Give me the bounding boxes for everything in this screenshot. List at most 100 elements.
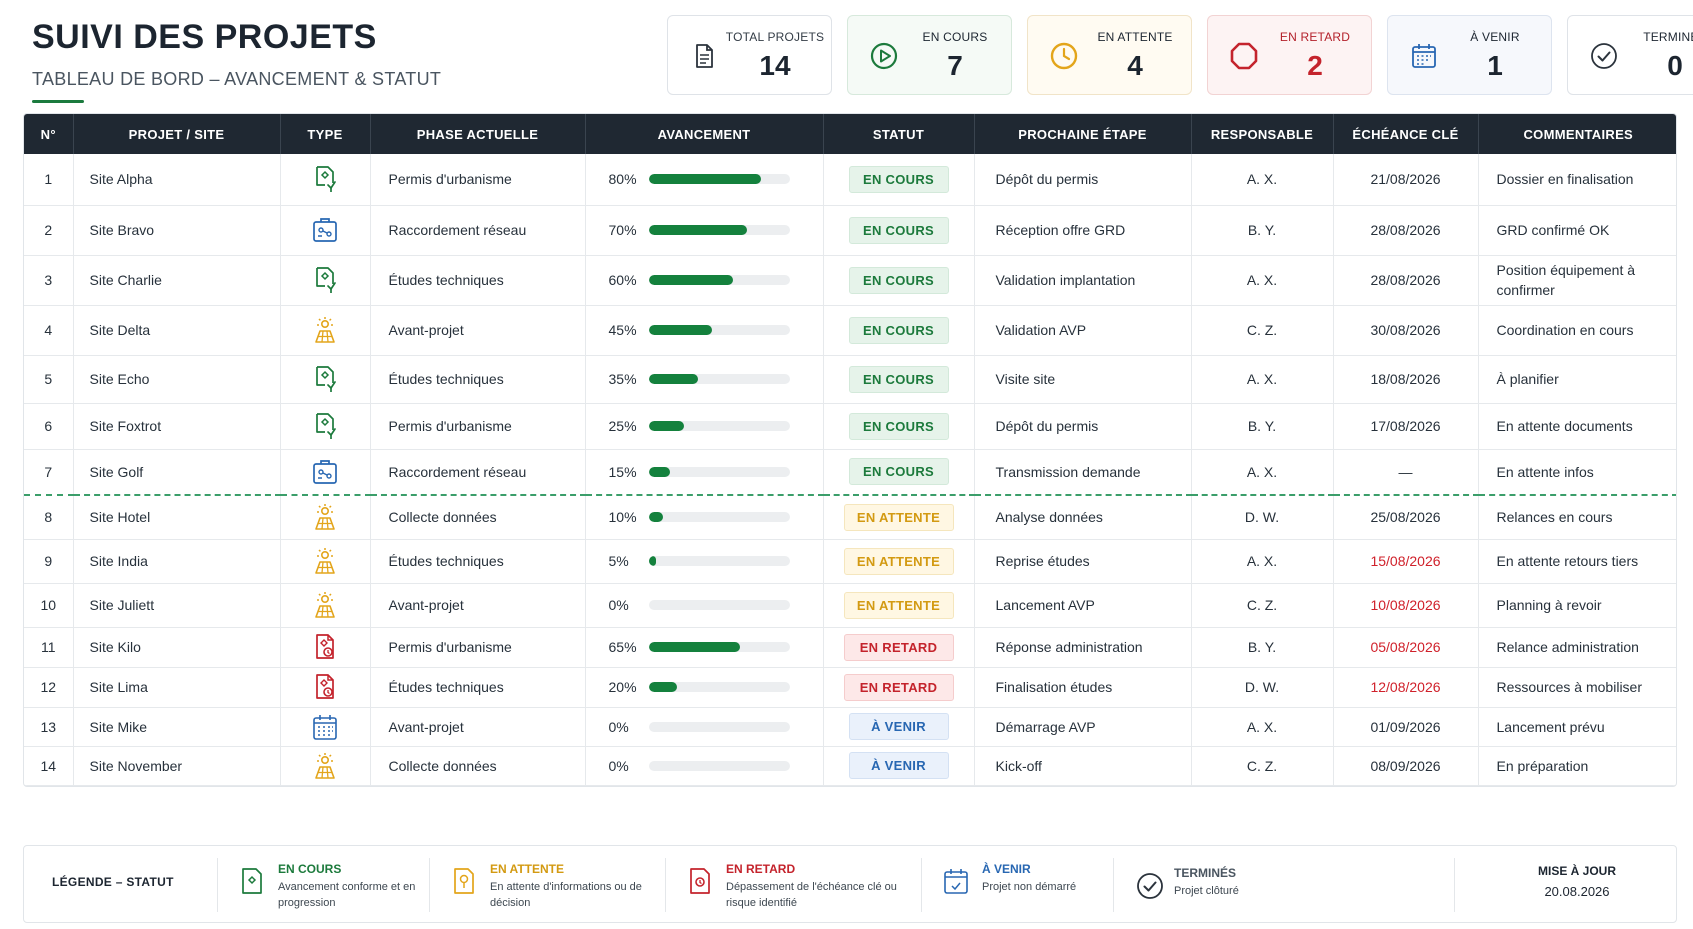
- progress: 5%: [609, 553, 823, 569]
- progress-cell: 20%: [585, 667, 824, 708]
- table-row[interactable]: 7 Site Golf Raccordement réseau 15% EN COURS…: [24, 449, 1676, 496]
- project-name: Site Mike: [73, 707, 281, 747]
- comment: Position équipement à confirmer: [1478, 255, 1676, 306]
- comment: En préparation: [1478, 746, 1676, 786]
- next-step: Analyse données: [974, 495, 1192, 540]
- play-circle-icon: [868, 40, 900, 72]
- legend-divider: [921, 858, 922, 912]
- table-row[interactable]: 14 Site November Collecte données 0% À VENIR…: [24, 746, 1676, 786]
- status-cell: EN ATTENTE: [823, 583, 975, 628]
- progress: 0%: [609, 719, 823, 735]
- progress-cell: 0%: [585, 583, 824, 628]
- kpi-label: EN COURS: [922, 30, 988, 44]
- check-circle-icon: [1134, 870, 1163, 900]
- comment: Dossier en finalisation: [1478, 154, 1676, 206]
- table-row[interactable]: 13 Site Mike Avant-projet 0% À VENIR Démarrag…: [24, 707, 1676, 747]
- progress: 60%: [609, 272, 823, 288]
- progress-percent: 65%: [608, 639, 637, 655]
- status-badge: EN COURS: [848, 365, 949, 393]
- progress-percent: 80%: [608, 171, 637, 188]
- project-name: Site Bravo: [73, 205, 281, 256]
- progress-bar: [648, 600, 790, 610]
- phase: Raccordement réseau: [370, 449, 586, 496]
- progress-percent: 0%: [608, 597, 629, 613]
- row-number: 11: [24, 627, 74, 668]
- progress-fill: [648, 174, 762, 185]
- page-subtitle: TABLEAU DE BORD – AVANCEMENT & STATUT: [32, 69, 442, 89]
- table-row[interactable]: 9 Site India Études techniques 5% EN ATTENTE…: [24, 539, 1676, 584]
- type-cell: [280, 539, 371, 584]
- kpi-row: TOTAL PROJETS 14 EN COURS 7 EN ATTENTE 4 EN RE…: [667, 15, 1693, 95]
- row-number: 3: [24, 255, 74, 306]
- project-name: Site Golf: [73, 449, 281, 496]
- legend-item-desc: Dépassement de l'échéance clé ou risque …: [726, 881, 897, 909]
- status-badge: EN ATTENTE: [843, 591, 954, 619]
- legend-item-desc: Projet non démarré: [982, 881, 1077, 893]
- legend-item-name: EN RETARD: [726, 862, 796, 876]
- progress: 45%: [609, 322, 823, 338]
- progress-cell: 0%: [585, 746, 824, 786]
- kpi-value: 7: [947, 50, 963, 81]
- progress-cell: 35%: [585, 355, 824, 404]
- kpi-value: 14: [759, 50, 791, 81]
- phase: Études techniques: [370, 539, 586, 584]
- status-badge: EN ATTENTE: [843, 503, 954, 531]
- phase: Collecte données: [370, 495, 586, 540]
- progress: 25%: [609, 418, 823, 434]
- type-cell: [280, 355, 371, 404]
- status-cell: À VENIR: [823, 746, 975, 786]
- table-row[interactable]: 1 Site Alpha Permis d'urbanisme 80% EN COURS…: [24, 154, 1676, 206]
- project-name: Site Foxtrot: [73, 403, 281, 450]
- progress: 35%: [609, 371, 823, 387]
- column-header: COMMENTAIRES: [1478, 114, 1676, 154]
- due-date: 18/08/2026: [1333, 355, 1479, 404]
- type-cell: [280, 255, 371, 306]
- progress-cell: 45%: [585, 305, 824, 356]
- responsible: D. W.: [1191, 667, 1334, 708]
- next-step: Visite site: [974, 355, 1192, 404]
- next-step: Kick-off: [974, 746, 1192, 786]
- table-row[interactable]: 3 Site Charlie Études techniques 60% EN COUR…: [24, 255, 1676, 306]
- type-cell: [280, 305, 371, 356]
- comment: Coordination en cours: [1478, 305, 1676, 356]
- status-badge: À VENIR: [848, 713, 949, 740]
- progress-cell: 70%: [585, 205, 824, 256]
- progress-cell: 15%: [585, 449, 824, 496]
- next-step: Lancement AVP: [974, 583, 1192, 628]
- status-cell: EN COURS: [823, 305, 975, 356]
- responsible: A. X.: [1191, 449, 1334, 496]
- next-step: Réception offre GRD: [974, 205, 1192, 256]
- table-row[interactable]: 12 Site Lima Études techniques 20% EN RETARD…: [24, 667, 1676, 708]
- responsible: A. X.: [1191, 255, 1334, 306]
- column-header: PROJET / SITE: [73, 114, 281, 154]
- table-row[interactable]: 4 Site Delta Avant-projet 45% EN COURS Valida…: [24, 305, 1676, 356]
- progress-bar: [648, 325, 790, 335]
- table-row[interactable]: 10 Site Juliett Avant-projet 0% EN ATTENTE La…: [24, 583, 1676, 628]
- progress: 10%: [609, 509, 823, 525]
- type-cell: [280, 746, 371, 786]
- phase: Permis d'urbanisme: [370, 154, 586, 206]
- table-row[interactable]: 2 Site Bravo Raccordement réseau 70% EN COUR…: [24, 205, 1676, 256]
- red-doc-icon: [311, 632, 339, 662]
- status-badge: EN COURS: [848, 458, 949, 486]
- clock-icon: [1048, 40, 1080, 72]
- progress-bar: [648, 421, 790, 431]
- responsible: D. W.: [1191, 495, 1334, 540]
- table-row[interactable]: 6 Site Foxtrot Permis d'urbanisme 25% EN COU…: [24, 403, 1676, 450]
- table-row[interactable]: 8 Site Hotel Collecte données 10% EN ATTENTE…: [24, 495, 1676, 540]
- due-date: 08/09/2026: [1333, 746, 1479, 786]
- status-badge: EN ATTENTE: [843, 547, 954, 575]
- status-badge: EN COURS: [848, 316, 949, 344]
- table-row[interactable]: 5 Site Echo Études techniques 35% EN COURS Vi…: [24, 355, 1676, 404]
- column-header: ÉCHÉANCE CLÉ: [1333, 114, 1479, 154]
- column-header: AVANCEMENT: [585, 114, 824, 154]
- progress-bar: [648, 721, 790, 732]
- row-number: 14: [24, 746, 74, 786]
- table-row[interactable]: 11 Site Kilo Permis d'urbanisme 65% EN RETAR…: [24, 627, 1676, 668]
- progress-percent: 25%: [608, 418, 637, 434]
- green-doc-icon: [311, 164, 339, 194]
- progress: 65%: [609, 639, 823, 655]
- status-badge: EN COURS: [848, 216, 949, 244]
- row-number: 2: [24, 205, 74, 256]
- octagon-icon: [1228, 40, 1260, 72]
